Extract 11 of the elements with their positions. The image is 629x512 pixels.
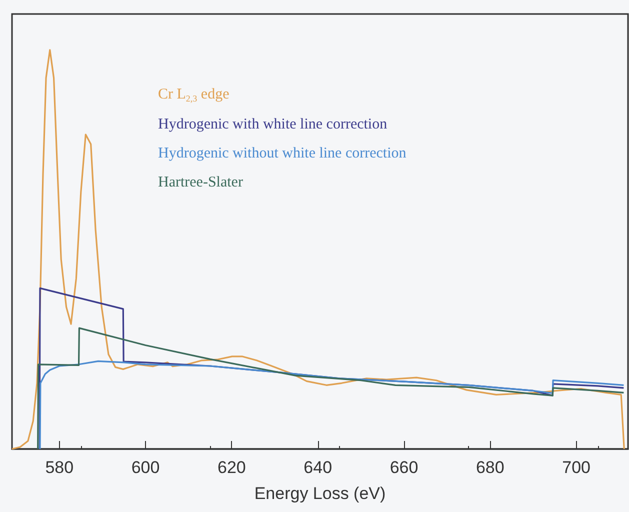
x-tick-label: 660 (390, 458, 418, 477)
text: Hydrogenic without white line correction (158, 146, 407, 162)
x-tick-label: 640 (304, 458, 332, 477)
text: Hartree-Slater (158, 174, 243, 190)
x-tick-label: 700 (562, 458, 590, 477)
x-tick-label: 580 (45, 458, 74, 477)
x-axis-title: Energy Loss (eV) (254, 484, 386, 503)
text: Hydrogenic with white line correction (158, 116, 388, 132)
x-tick-label: 680 (476, 458, 504, 477)
x-tick-label: 600 (131, 458, 160, 477)
x-tick-label: 620 (218, 458, 246, 477)
